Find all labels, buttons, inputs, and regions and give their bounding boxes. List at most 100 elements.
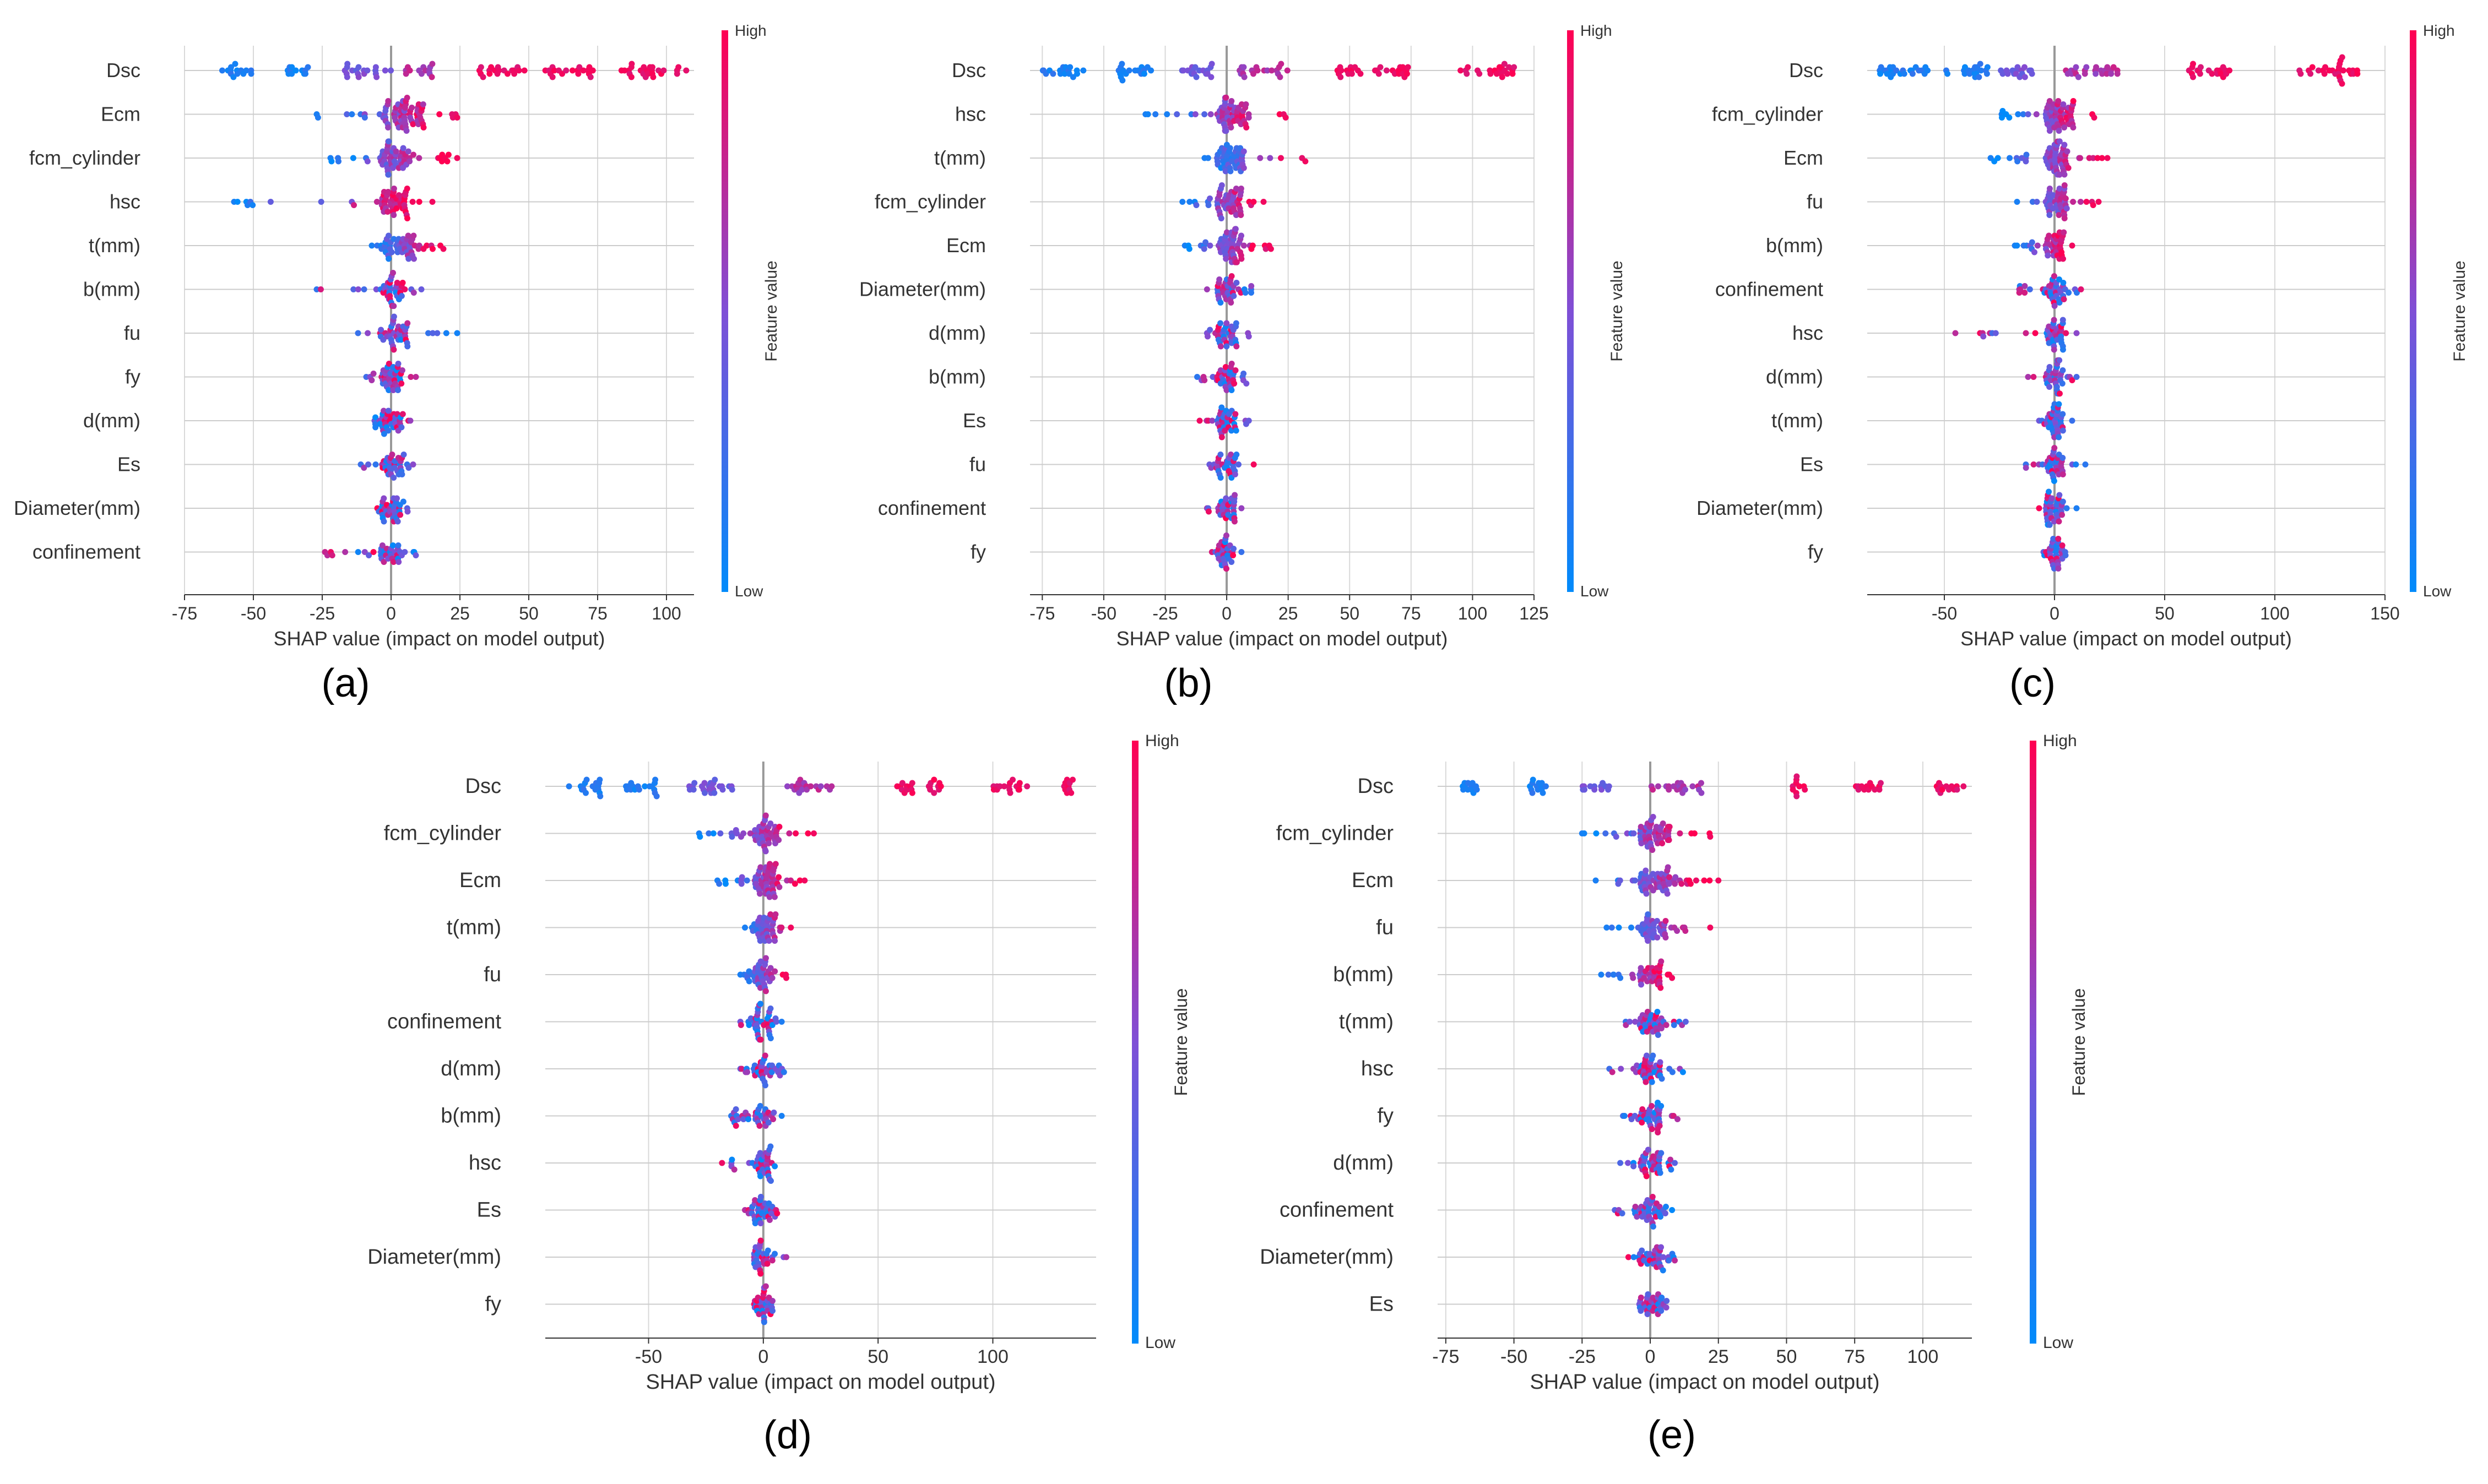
- shap-dot: [406, 158, 413, 165]
- shap-dot: [2059, 317, 2066, 323]
- shap-dot: [628, 61, 635, 67]
- shap-dot: [767, 965, 774, 971]
- shap-dot: [1606, 783, 1612, 790]
- shap-dot: [769, 1257, 776, 1264]
- shap-dot: [1243, 380, 1250, 387]
- feature-label: Diameter(mm): [14, 497, 140, 519]
- shap-dot: [511, 70, 518, 77]
- shap-dot: [2056, 357, 2063, 363]
- shap-dot: [406, 67, 413, 74]
- shap-dot: [807, 783, 814, 790]
- shap-dot: [740, 1116, 747, 1122]
- shap-dot: [381, 495, 387, 502]
- shap-dot: [1227, 168, 1234, 175]
- colorbar-title: Feature value: [2069, 988, 2089, 1096]
- shap-dot: [361, 115, 368, 121]
- shap-dot: [690, 786, 697, 793]
- x-tick-label: -25: [310, 604, 335, 623]
- feature-label: d(mm): [83, 409, 140, 432]
- shap-dot: [2061, 171, 2068, 178]
- panel-a: -75 -50 -25 0 25 50 75 100 SHAP value (impact on…: [14, 22, 780, 705]
- x-axis-label: SHAP value (impact on model output): [1530, 1371, 1879, 1394]
- x-tick-label: -25: [1569, 1346, 1596, 1367]
- shap-dot: [1658, 1308, 1665, 1314]
- shap-dot: [738, 1066, 745, 1072]
- colorbar-low-label: Low: [2423, 583, 2452, 600]
- shap-dot: [1232, 367, 1239, 373]
- shap-dot: [701, 780, 708, 786]
- shap-dot: [1249, 242, 1256, 249]
- shap-dot: [733, 1123, 739, 1129]
- shap-dot: [1984, 64, 1991, 70]
- shap-dot: [1217, 343, 1224, 350]
- shap-dot: [2094, 155, 2101, 161]
- shap-dot: [799, 786, 805, 793]
- shap-dot: [1240, 371, 1247, 377]
- shap-dot: [757, 1036, 764, 1043]
- shap-dot: [1660, 1254, 1667, 1260]
- shap-dot: [2026, 286, 2033, 292]
- shap-dot: [712, 776, 718, 783]
- shap-dot: [2056, 434, 2062, 441]
- shap-dot: [1250, 199, 1257, 205]
- x-tick-label: 100: [977, 1346, 1009, 1367]
- shap-dot: [1238, 549, 1245, 555]
- shap-dot: [1645, 938, 1651, 944]
- shap-dot: [2059, 512, 2066, 518]
- shap-dot: [454, 115, 460, 121]
- shap-dot: [1201, 377, 1208, 383]
- shap-dot: [1672, 1160, 1678, 1166]
- x-tick-label: -75: [1432, 1346, 1459, 1367]
- shap-dot: [1207, 242, 1213, 249]
- shap-dot: [1603, 925, 1610, 931]
- feature-label: d(mm): [1766, 366, 1823, 388]
- shap-dot: [1698, 790, 1705, 796]
- shap-dot: [752, 1197, 758, 1203]
- shap-dot: [388, 67, 394, 74]
- shap-dot: [2093, 70, 2099, 77]
- shap-dot: [1238, 212, 1244, 218]
- shap-dot: [405, 232, 411, 239]
- shap-dot: [2070, 124, 2077, 131]
- shap-dot: [738, 1022, 744, 1028]
- feature-label: Diameter(mm): [859, 278, 986, 301]
- shap-dot: [317, 286, 324, 292]
- shap-dot: [1228, 387, 1235, 393]
- shap-dot: [1682, 1019, 1689, 1025]
- shap-dot: [2307, 70, 2314, 77]
- shap-dot: [1665, 864, 1671, 871]
- feature-label: Dsc: [106, 59, 140, 81]
- x-tick-label: -75: [1029, 604, 1055, 623]
- shap-dot: [1248, 283, 1255, 289]
- shap-dot: [364, 158, 371, 165]
- shap-dot: [1977, 67, 1984, 74]
- shap-dot: [2090, 155, 2096, 161]
- shap-dot: [1605, 971, 1612, 978]
- shap-dot: [434, 330, 441, 336]
- shap-dot: [2032, 330, 2039, 336]
- feature-label: b(mm): [83, 278, 140, 301]
- shap-dot: [1192, 111, 1199, 117]
- shap-dot: [1648, 1103, 1655, 1109]
- shap-dot: [1662, 1204, 1669, 1210]
- shap-dot: [1876, 786, 1883, 793]
- feature-label: fcm_cylinder: [384, 822, 502, 845]
- shap-dot: [410, 121, 416, 127]
- shap-dot: [1657, 985, 1664, 991]
- shap-dot: [1669, 1069, 1676, 1075]
- shap-dot: [372, 424, 379, 431]
- shap-dot: [796, 877, 803, 884]
- shap-dot: [408, 374, 414, 380]
- shap-dot: [1598, 971, 1605, 978]
- shap-dot: [391, 559, 397, 565]
- shap-dot: [1243, 101, 1249, 107]
- shap-dot: [722, 880, 729, 887]
- shap-dot: [1242, 290, 1249, 296]
- shap-dot: [752, 1220, 758, 1226]
- shap-dot: [805, 830, 811, 836]
- shap-dot: [1499, 74, 1505, 80]
- shap-dot: [2073, 64, 2079, 70]
- shap-dot: [597, 776, 603, 783]
- shap-dot: [2095, 199, 2102, 205]
- shap-dot: [2059, 542, 2066, 548]
